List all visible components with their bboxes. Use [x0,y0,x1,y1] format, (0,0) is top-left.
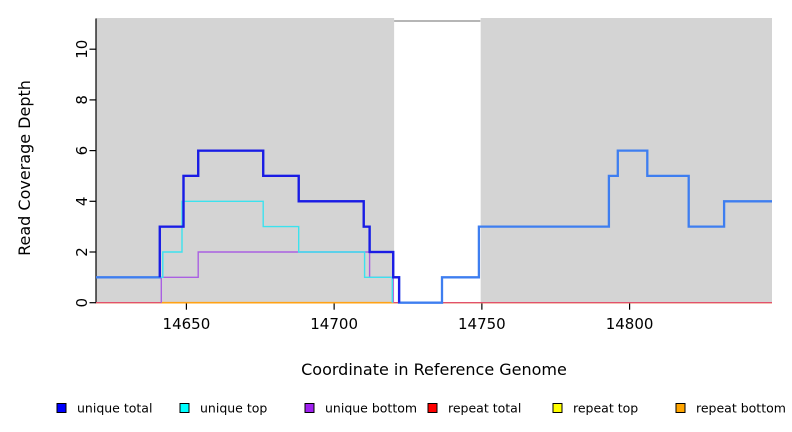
legend-item: repeat bottom [675,401,786,416]
series-line-unique-total [158,149,401,303]
series-line-unique-top [96,200,393,303]
legend-swatch-unique-top-icon [179,403,190,413]
legend-label: unique bottom [325,401,417,416]
y-tick-label: 4 [73,197,91,207]
y-tick-label: 8 [73,95,91,105]
y-tick-label: 6 [73,146,91,156]
legend-swatch-repeat-bottom-icon [675,403,686,413]
legend-item: unique total [56,401,152,416]
legend-label: repeat total [448,401,521,416]
legend-item: unique bottom [304,401,417,416]
shaded-region-right [480,18,772,303]
legend-swatch-unique-bottom-icon [304,403,315,413]
legend-label: unique top [200,401,267,416]
y-tick-label: 2 [73,247,91,257]
legend-item: unique top [179,401,267,416]
legend-swatch-unique-total-icon [56,403,67,413]
x-tick-label: 14700 [310,315,358,333]
legend-label: unique total [77,401,152,416]
legend-swatch-repeat-total-icon [427,403,438,413]
legend-item: repeat top [552,401,638,416]
legend-label: repeat bottom [696,401,786,416]
x-tick-label: 14750 [458,315,506,333]
y-axis-title: Read Coverage Depth [15,80,34,256]
y-tick-label: 0 [73,298,91,308]
x-tick-label: 14650 [163,315,211,333]
y-tick-label: 10 [73,40,91,59]
legend-item: repeat total [427,401,521,416]
x-axis-title: Coordinate in Reference Genome [301,360,567,379]
legend: unique total unique top unique bottom re… [56,401,786,416]
legend-swatch-repeat-top-icon [552,403,563,413]
x-tick-label: 14800 [606,315,654,333]
legend-label: repeat top [573,401,638,416]
shaded-region-left [96,18,395,303]
